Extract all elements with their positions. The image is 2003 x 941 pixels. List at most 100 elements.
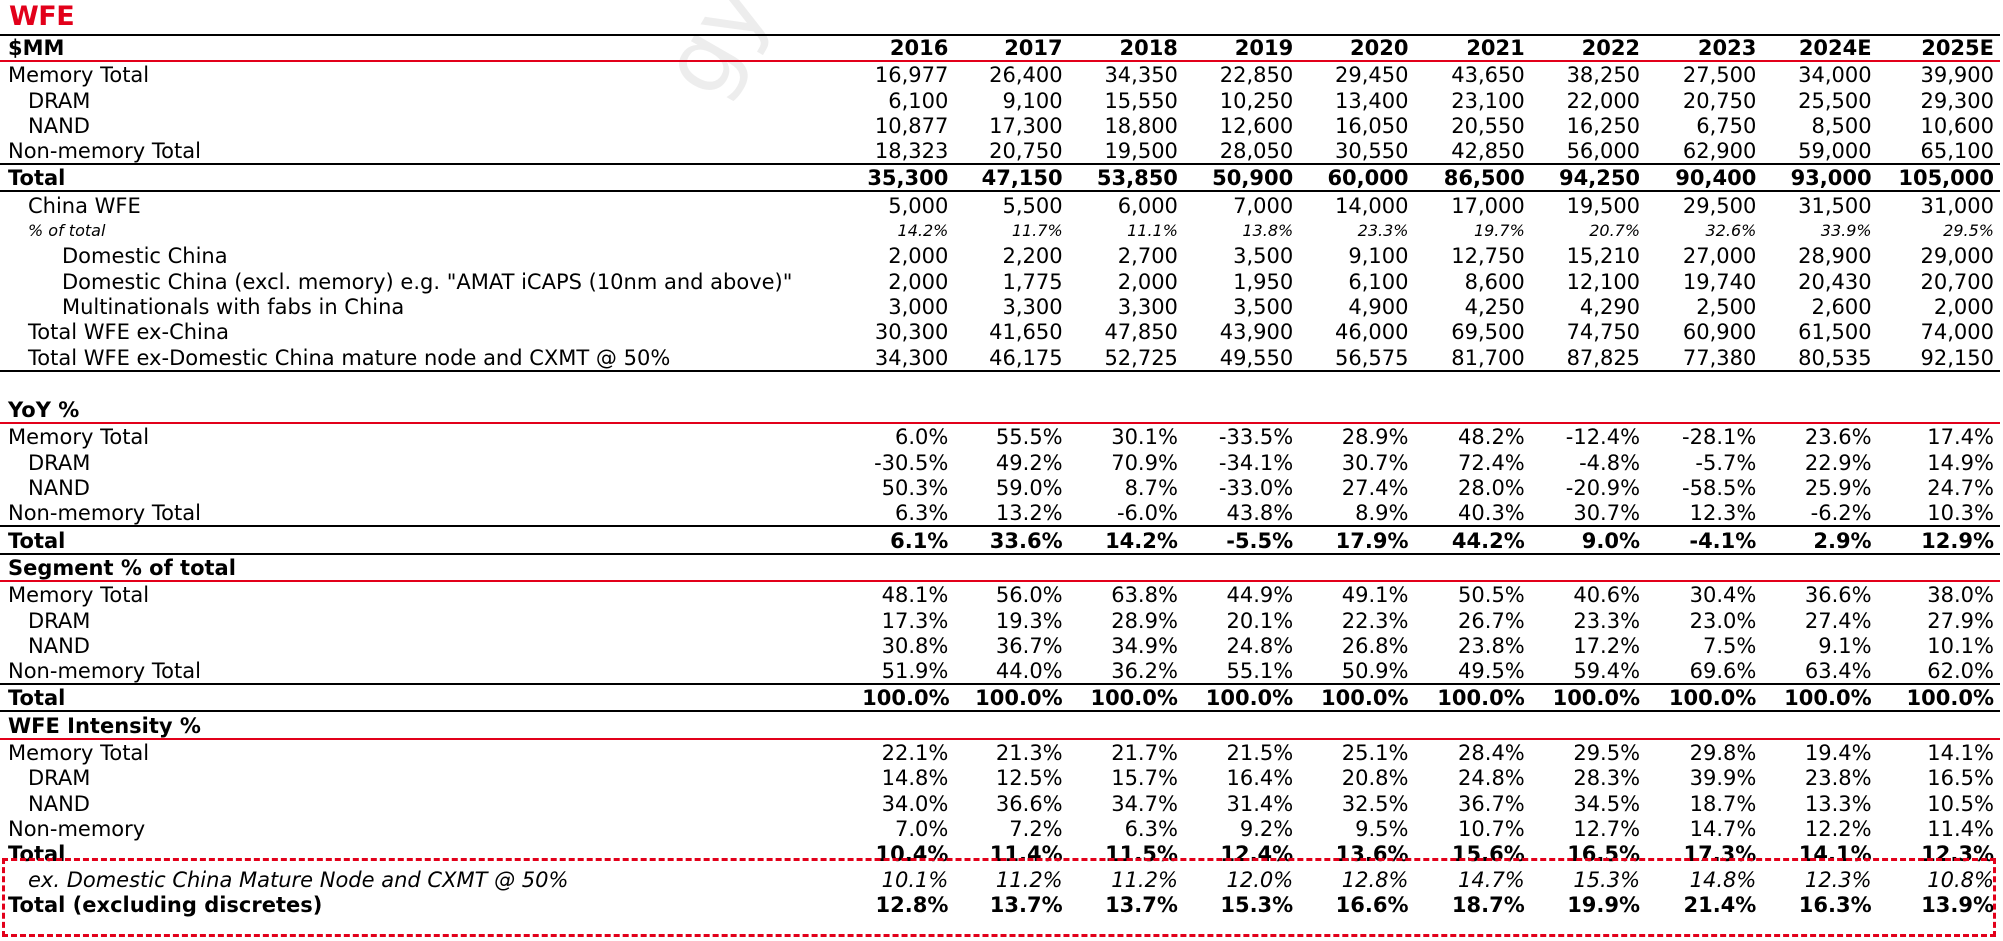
table-cell: 43,900 — [1219, 320, 1294, 345]
table-cell: 16.4% — [1226, 766, 1294, 791]
table-cell: -28.1% — [1682, 425, 1757, 450]
wfe-row: Total WFE ex-Domestic China mature node … — [0, 344, 2000, 372]
table-cell: -30.5% — [874, 450, 949, 475]
table-cell: 13.8% — [1242, 221, 1294, 241]
table-cell: 14.9% — [1927, 450, 1994, 475]
table-cell: 49.2% — [995, 450, 1063, 475]
row-label: Total — [0, 525, 863, 555]
table-cell: 8,600 — [1464, 269, 1525, 294]
table-cell: 49.5% — [1458, 659, 1525, 684]
table-cell: -4.8% — [1579, 450, 1641, 475]
table-cell: 1,775 — [1002, 269, 1063, 294]
table-cell: 22.3% — [1341, 608, 1409, 633]
segment-row: Total 100.0% 100.0% 100.0% 100.0% 100.0% 100.0… — [0, 683, 2000, 713]
table-cell: 12.2% — [1804, 816, 1872, 841]
table-cell: 28.9% — [1341, 425, 1409, 450]
table-cell: 100.0% — [1646, 683, 1763, 713]
table-cell: 6.1% — [862, 525, 955, 555]
table-cell: 40.6% — [1573, 583, 1641, 608]
header-row: $MM 2016 2017 2018 2019 2020 2021 2022 2023 2024E… — [0, 34, 2000, 62]
table-cell: 16.5% — [1567, 842, 1641, 867]
wfe-row: China WFE 5,000 5,500 6,000 7,000 14,000 17,00… — [0, 191, 2000, 218]
table-cell: 11.5% — [1105, 842, 1178, 867]
table-cell — [1762, 396, 1878, 425]
table-cell: 21.7% — [1111, 741, 1178, 766]
table-cell: 16.3% — [1798, 892, 1872, 917]
table-cell: 63.4% — [1804, 659, 1872, 684]
table-cell: 29.5% — [1943, 221, 1994, 241]
table-cell: 40.3% — [1458, 501, 1525, 526]
segment-row: DRAM 17.3% 19.3% 28.9% 20.1% 22.3% 26.7% 23.3% 2… — [0, 607, 2000, 633]
table-cell: 59.0% — [995, 476, 1063, 501]
table-cell: -20.9% — [1565, 476, 1641, 501]
table-body: $MM 2016 2017 2018 2019 2020 2021 2022 2023 2024E… — [0, 34, 2000, 917]
wfe-row: Total 35,300 47,150 53,850 50,900 60,000 86,50… — [0, 163, 2000, 193]
table-cell: 49.1% — [1341, 583, 1409, 608]
table-cell: 29.5% — [1573, 741, 1641, 766]
table-cell — [954, 371, 1068, 397]
table-cell: 1,950 — [1233, 269, 1294, 294]
table-cell: 43,650 — [1451, 63, 1525, 88]
table-cell: 56,000 — [1566, 139, 1641, 164]
table-cell: 10,250 — [1219, 88, 1294, 113]
table-cell: 20,750 — [989, 139, 1063, 164]
table-cell: -6.0% — [1116, 501, 1178, 526]
table-cell: 59.4% — [1573, 659, 1641, 684]
table-cell: 2025E — [1877, 34, 2000, 62]
table-cell: 30.8% — [881, 633, 949, 658]
row-label: Memory Total — [8, 583, 150, 608]
table-cell: 12.7% — [1573, 816, 1641, 841]
table-cell: 3,500 — [1233, 244, 1294, 269]
table-cell: 6.3% — [895, 501, 949, 526]
table-cell — [1877, 711, 2000, 740]
row-label: Non-memory Total — [8, 501, 201, 526]
table-cell — [1299, 711, 1415, 740]
table-cell: 12,100 — [1566, 269, 1641, 294]
table-cell: 29,500 — [1682, 193, 1757, 218]
table-cell: 19,500 — [1566, 193, 1641, 218]
table-cell: 100.0% — [954, 683, 1069, 713]
table-cell: 16.5% — [1927, 766, 1994, 791]
table-cell: 62.0% — [1927, 659, 1994, 684]
table-cell: 27.4% — [1804, 608, 1872, 633]
table-cell: 14.1% — [1927, 741, 1994, 766]
table-cell: 9,100 — [1348, 244, 1409, 269]
table-cell: 10.3% — [1927, 501, 1994, 526]
table-cell: 26,400 — [989, 63, 1063, 88]
table-cell: 105,000 — [1877, 163, 2000, 193]
table-cell: 69.6% — [1689, 659, 1757, 684]
table-cell: 19.3% — [995, 608, 1063, 633]
table-cell: 8.7% — [1124, 476, 1178, 501]
table-cell — [1068, 553, 1184, 582]
row-label: NAND — [28, 113, 90, 138]
table-cell: 16,250 — [1566, 113, 1641, 138]
table-cell — [1646, 553, 1763, 582]
table-cell: 36.7% — [1458, 791, 1525, 816]
wfe-row: NAND 10,877 17,300 18,800 12,600 16,050 20,550… — [0, 113, 2000, 138]
table-cell: 44.2% — [1414, 525, 1531, 555]
table-cell: 33.6% — [954, 525, 1069, 555]
table-cell: 9.0% — [1530, 525, 1647, 555]
table-cell: 13,400 — [1335, 88, 1409, 113]
table-cell: 6,100 — [1348, 269, 1409, 294]
wfe-row: Domestic China 2,000 2,200 2,700 3,500 9,100 1… — [0, 243, 2000, 268]
yoy-row: Memory Total 6.0% 55.5% 30.1% -33.5% 28.9% 48.… — [0, 423, 2000, 449]
table-cell: -5.5% — [1183, 525, 1300, 555]
spacer-row — [0, 371, 2000, 397]
table-cell: 19,740 — [1682, 269, 1757, 294]
table-cell — [862, 553, 955, 582]
table-cell: 30,550 — [1335, 139, 1409, 164]
table-cell: 10.1% — [1927, 633, 1994, 658]
row-label: WFE Intensity % — [0, 711, 863, 740]
table-cell: 4,900 — [1348, 294, 1409, 319]
table-cell: 32.5% — [1341, 791, 1409, 816]
table-cell: 77,380 — [1646, 344, 1763, 372]
table-cell: 21.3% — [995, 741, 1063, 766]
table-cell: 8.9% — [1355, 501, 1409, 526]
table-cell: 23.3% — [1357, 221, 1409, 241]
row-label: Total (excluding discretes) — [8, 892, 323, 917]
table-cell: 14.8% — [881, 766, 949, 791]
table-cell: 22.1% — [881, 741, 949, 766]
table-cell: 7.0% — [895, 816, 949, 841]
table-cell: 9.2% — [1239, 816, 1294, 841]
